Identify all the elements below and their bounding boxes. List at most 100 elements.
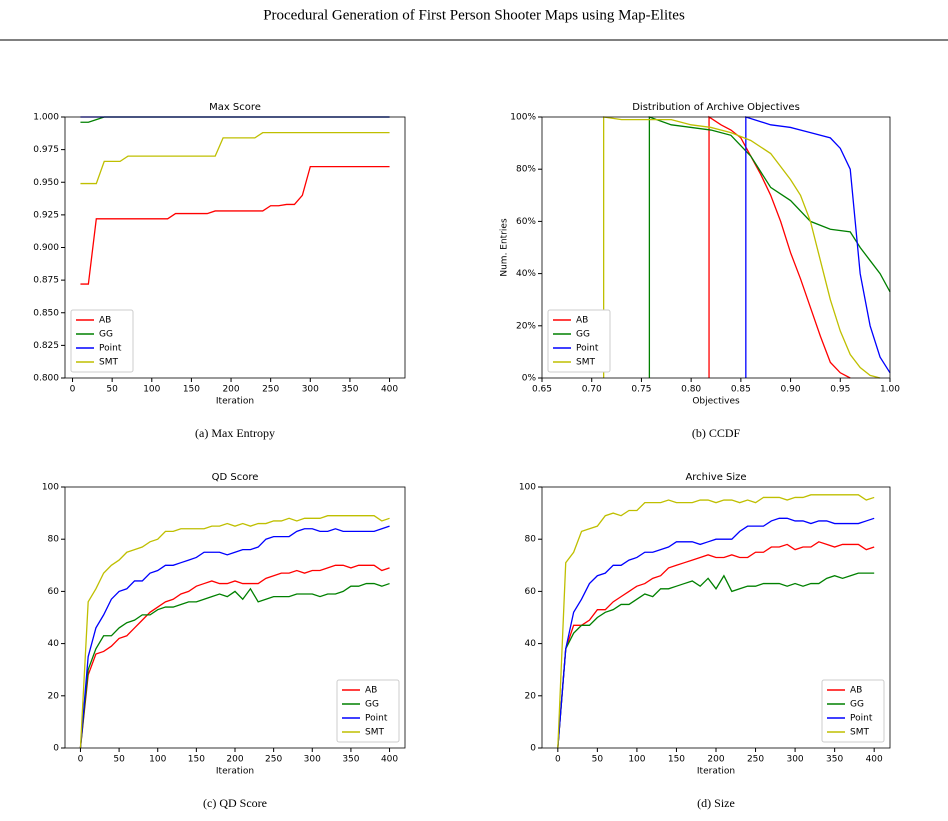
chart-title: QD Score bbox=[212, 472, 259, 483]
x-axis-label: Iteration bbox=[216, 767, 254, 777]
series-line bbox=[708, 115, 851, 379]
series-line bbox=[557, 494, 875, 749]
x-tick-label: 250 bbox=[262, 385, 279, 395]
legend-label: SMT bbox=[365, 728, 384, 738]
x-tick-label: 400 bbox=[381, 755, 398, 765]
series-line bbox=[79, 525, 390, 749]
x-tick-label: 100 bbox=[628, 755, 645, 765]
x-tick-label: 150 bbox=[183, 385, 200, 395]
y-tick-label: 60 bbox=[525, 587, 537, 597]
x-tick-label: 150 bbox=[188, 755, 205, 765]
figure-caption: (d) Size bbox=[697, 796, 735, 810]
y-tick-label: 0.825 bbox=[33, 341, 59, 351]
legend-label: AB bbox=[576, 316, 588, 326]
series-line bbox=[79, 515, 390, 749]
figure-caption: (a) Max Entropy bbox=[195, 426, 275, 440]
legend-label: Point bbox=[99, 344, 122, 354]
legend-label: SMT bbox=[99, 358, 118, 368]
page-header: Procedural Generation of First Person Sh… bbox=[263, 7, 685, 23]
legend-label: Point bbox=[365, 714, 388, 724]
series-line bbox=[79, 582, 390, 749]
x-axis-label: Iteration bbox=[216, 397, 254, 407]
legend-box bbox=[547, 309, 611, 373]
legend-label: Point bbox=[576, 344, 599, 354]
x-tick-label: 300 bbox=[304, 755, 321, 765]
y-tick-label: 0.800 bbox=[33, 374, 59, 384]
x-tick-label: 400 bbox=[381, 385, 398, 395]
legend-label: SMT bbox=[576, 358, 595, 368]
series-line bbox=[557, 572, 875, 749]
x-tick-label: 200 bbox=[226, 755, 243, 765]
series-line bbox=[745, 116, 891, 378]
y-tick-label: 80% bbox=[516, 165, 536, 175]
figure-caption: (c) QD Score bbox=[203, 796, 267, 810]
legend-label: SMT bbox=[850, 728, 869, 738]
y-tick-label: 0 bbox=[53, 744, 59, 754]
y-tick-label: 1.000 bbox=[33, 113, 59, 123]
x-tick-label: 0.75 bbox=[631, 385, 651, 395]
y-tick-label: 0.900 bbox=[33, 243, 59, 253]
x-tick-label: 150 bbox=[668, 755, 685, 765]
y-tick-label: 60% bbox=[516, 217, 536, 227]
y-tick-label: 100% bbox=[510, 113, 536, 123]
y-tick-label: 0.875 bbox=[33, 276, 59, 286]
y-tick-label: 0.975 bbox=[33, 145, 59, 155]
y-axis-label: Num. Entries bbox=[500, 218, 510, 277]
legend-label: GG bbox=[850, 700, 864, 710]
legend-label: AB bbox=[365, 686, 377, 696]
x-tick-label: 0.65 bbox=[532, 385, 552, 395]
y-tick-label: 0% bbox=[522, 374, 537, 384]
x-axis-label: Iteration bbox=[697, 767, 735, 777]
x-tick-label: 50 bbox=[113, 755, 125, 765]
x-tick-label: 0.95 bbox=[830, 385, 850, 395]
y-tick-label: 20% bbox=[516, 321, 536, 331]
series-line bbox=[557, 517, 875, 749]
y-tick-label: 80 bbox=[525, 535, 537, 545]
y-tick-label: 40 bbox=[48, 639, 60, 649]
y-tick-label: 0.925 bbox=[33, 210, 59, 220]
x-tick-label: 0.90 bbox=[781, 385, 801, 395]
x-tick-label: 350 bbox=[341, 385, 358, 395]
series-line bbox=[79, 564, 390, 749]
x-tick-label: 200 bbox=[707, 755, 724, 765]
x-tick-label: 250 bbox=[265, 755, 282, 765]
y-tick-label: 80 bbox=[48, 535, 60, 545]
x-tick-label: 300 bbox=[302, 385, 319, 395]
x-tick-label: 0 bbox=[70, 385, 76, 395]
x-tick-label: 50 bbox=[106, 385, 118, 395]
figure-caption: (b) CCDF bbox=[692, 426, 741, 440]
x-tick-label: 100 bbox=[143, 385, 160, 395]
plot-frame bbox=[541, 116, 891, 379]
plot-frame bbox=[64, 116, 406, 379]
x-tick-label: 0 bbox=[78, 755, 84, 765]
series-line bbox=[80, 165, 390, 285]
legend-box bbox=[70, 309, 134, 373]
y-tick-label: 0.950 bbox=[33, 178, 59, 188]
x-tick-label: 300 bbox=[786, 755, 803, 765]
chart-title: Max Score bbox=[209, 102, 261, 113]
y-tick-label: 0.850 bbox=[33, 308, 59, 318]
y-tick-label: 0 bbox=[530, 744, 536, 754]
x-tick-label: 400 bbox=[866, 755, 883, 765]
legend-box bbox=[336, 679, 400, 743]
series-line bbox=[557, 541, 875, 749]
series-line bbox=[648, 116, 891, 378]
legend-label: Point bbox=[850, 714, 873, 724]
legend-label: AB bbox=[850, 686, 862, 696]
legend-label: GG bbox=[365, 700, 379, 710]
y-tick-label: 20 bbox=[525, 691, 537, 701]
legend-label: GG bbox=[576, 330, 590, 340]
y-tick-label: 60 bbox=[48, 587, 60, 597]
x-tick-label: 1.00 bbox=[880, 385, 900, 395]
x-tick-label: 0.85 bbox=[731, 385, 751, 395]
x-tick-label: 250 bbox=[747, 755, 764, 765]
legend-label: GG bbox=[99, 330, 113, 340]
x-tick-label: 50 bbox=[592, 755, 604, 765]
y-tick-label: 100 bbox=[519, 483, 536, 493]
plot-frame bbox=[541, 486, 891, 749]
y-tick-label: 40% bbox=[516, 269, 536, 279]
series-line bbox=[603, 116, 881, 379]
legend-label: AB bbox=[99, 316, 111, 326]
